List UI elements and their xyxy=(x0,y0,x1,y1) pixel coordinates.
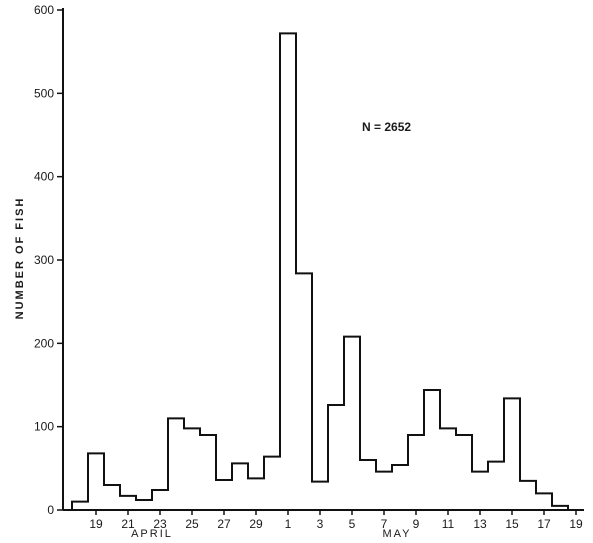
bar-apr-22 xyxy=(136,500,152,510)
bar-may-11 xyxy=(440,428,456,510)
bar-may-4 xyxy=(328,405,344,510)
x-tick-label: 9 xyxy=(413,517,420,531)
x-tick-label: 1 xyxy=(285,517,292,531)
x-tick-label: 3 xyxy=(317,517,324,531)
bar-apr-23 xyxy=(152,490,168,510)
bar-may-6 xyxy=(360,460,376,510)
y-tick-label: 400 xyxy=(34,170,54,184)
x-tick-label: 11 xyxy=(442,517,455,531)
x-tick-label: 13 xyxy=(473,517,487,531)
annotation-n-total: N = 2652 xyxy=(362,120,411,134)
x-tick-label: 23 xyxy=(153,517,167,531)
x-tick-label: 25 xyxy=(185,517,199,531)
x-tick-label: 15 xyxy=(505,517,519,531)
bar-may-12 xyxy=(456,435,472,510)
bar-apr-19 xyxy=(88,453,104,510)
x-tick-label: 21 xyxy=(121,517,135,531)
bar-apr-18 xyxy=(72,502,88,510)
bar-may-1 xyxy=(280,33,296,510)
bar-may-3 xyxy=(312,482,328,510)
bar-apr-21 xyxy=(120,496,136,510)
x-tick-label: 19 xyxy=(569,517,583,531)
bar-apr-25 xyxy=(184,428,200,510)
bar-may-15 xyxy=(504,398,520,510)
step-outline xyxy=(71,32,584,511)
bar-may-9 xyxy=(408,435,424,510)
bar-may-7 xyxy=(376,472,392,510)
bar-may-5 xyxy=(344,337,360,510)
bar-apr-26 xyxy=(200,435,216,510)
bars xyxy=(72,33,568,510)
x-axis: 19 21 23 25 27 29 1 3 5 7 9 11 13 15 17 19 xyxy=(63,509,583,531)
bar-may-17 xyxy=(536,493,552,510)
bar-may-16 xyxy=(520,481,536,510)
bar-may-2 xyxy=(296,273,312,510)
y-axis-label: NUMBER OF FISH xyxy=(14,197,26,320)
y-tick-label: 100 xyxy=(34,420,54,434)
x-tick-label: 17 xyxy=(537,517,551,531)
bar-may-14 xyxy=(488,462,504,510)
bar-apr-24 xyxy=(168,418,184,510)
y-tick-label: 500 xyxy=(34,86,54,100)
y-tick-label: 600 xyxy=(34,3,54,17)
bar-apr-27 xyxy=(216,480,232,510)
y-tick-label: 0 xyxy=(47,503,54,517)
month-label-april: APRIL xyxy=(131,528,173,540)
x-ticks: 19 21 23 25 27 29 1 3 5 7 9 11 13 15 17 19 xyxy=(89,510,583,531)
bar-may-8 xyxy=(392,465,408,510)
x-tick-label: 27 xyxy=(217,517,231,531)
bar-apr-29 xyxy=(248,478,264,510)
bar-apr-28 xyxy=(232,463,248,510)
bar-apr-20 xyxy=(104,485,120,510)
y-ticks: 0 100 200 300 400 500 600 xyxy=(34,3,63,517)
bar-may-13 xyxy=(472,472,488,510)
y-tick-label: 300 xyxy=(34,253,54,267)
x-tick-label: 29 xyxy=(249,517,263,531)
x-tick-label: 19 xyxy=(89,517,103,531)
month-label-may: MAY xyxy=(382,528,411,540)
x-tick-label: 7 xyxy=(381,517,388,531)
bar-may-10 xyxy=(424,390,440,510)
y-axis: 0 100 200 300 400 500 600 xyxy=(34,3,64,517)
y-tick-label: 200 xyxy=(34,336,54,350)
x-tick-label: 5 xyxy=(349,517,356,531)
bar-apr-30 xyxy=(264,457,280,510)
